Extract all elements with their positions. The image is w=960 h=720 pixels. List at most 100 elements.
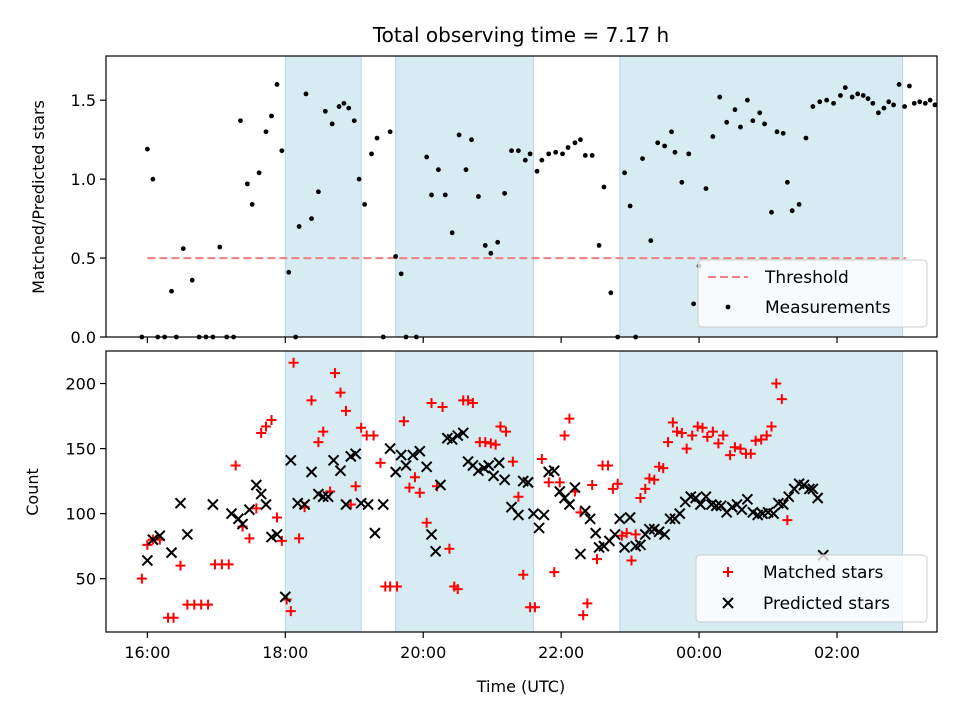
predicted-star-point (783, 490, 795, 503)
matched-star-point (345, 499, 356, 510)
measurement-point (911, 100, 917, 106)
measurement-point (732, 107, 738, 113)
measurement-point (150, 176, 156, 182)
measurement-point (424, 154, 430, 160)
matched-star-point (612, 478, 623, 489)
bottom-xtick-label: 18:00 (262, 643, 308, 662)
bottom-ytick-label: 50 (76, 570, 96, 589)
matched-star-point (335, 387, 346, 398)
measurement-point (648, 238, 654, 244)
matched-star-point (398, 416, 409, 427)
measurement-point (351, 118, 357, 124)
measurement-point (891, 102, 896, 108)
measurement-point (362, 201, 368, 207)
measurement-point (824, 97, 830, 103)
measurement-point (387, 129, 393, 135)
measurement-point (539, 157, 545, 163)
matched-star-point (635, 493, 646, 504)
measurement-point (244, 181, 250, 187)
predicted-star-point (653, 526, 665, 538)
predicted-star-point (700, 490, 712, 503)
measurement-point (509, 148, 514, 154)
measurement-point (710, 134, 716, 139)
measurement-point (286, 269, 292, 275)
measurement-point (596, 243, 602, 248)
predicted-star-point (141, 554, 154, 567)
predicted-star-point (362, 498, 374, 511)
measurement-point (769, 209, 774, 215)
matched-star-point (607, 483, 618, 494)
matched-star-point (549, 567, 560, 578)
predicted-star-point (369, 527, 381, 539)
measurement-point (757, 110, 763, 116)
matched-star-point (718, 430, 729, 441)
matched-star-point (756, 434, 767, 445)
matched-star-point (437, 401, 448, 412)
predicted-star-point (472, 464, 485, 477)
matched-star-point (582, 598, 593, 609)
matched-star-point (667, 417, 678, 428)
matched-star-point (175, 560, 186, 571)
predicted-star-point (298, 498, 311, 511)
bottom-ytick-label: 200 (65, 375, 96, 394)
top-ytick-label: 1.0 (71, 170, 96, 189)
bottom-xtick-label: 00:00 (676, 643, 722, 662)
predicted-star-point (609, 528, 621, 541)
measurement-point (572, 140, 578, 146)
matched-star-point (404, 482, 415, 493)
measurement-point (902, 104, 907, 109)
predicted-star-point (340, 498, 352, 511)
bottom-legend (695, 554, 928, 623)
top-chart-panel: 0.0 0.5 1.0 1.5 Threshold Measurements (71, 55, 938, 347)
matched-star-point (485, 438, 496, 449)
predicted-star-point (434, 479, 447, 491)
predicted-star-point (574, 548, 587, 560)
predicted-star-point (260, 498, 272, 511)
measurement-point (831, 100, 836, 106)
matched-star-point (426, 398, 437, 409)
predicted-star-point (522, 476, 534, 489)
measurement-point (456, 132, 462, 138)
matched-star-point (658, 463, 669, 474)
bottom-ytick-label: 150 (65, 440, 96, 459)
measurement-point (932, 102, 938, 108)
matched-star-point (626, 555, 637, 566)
predicted-star-point (265, 531, 278, 543)
matched-star-point (142, 539, 153, 550)
matched-star-point (707, 426, 718, 437)
legend-matched-label: Matched stars (763, 563, 883, 583)
measurement-point (560, 151, 565, 157)
matched-star-point (782, 515, 793, 526)
measurement-point (838, 93, 843, 98)
measurement-point (679, 179, 685, 185)
top-chart-ylabel: Matched/Predicted stars (29, 100, 48, 294)
predicted-star-point (624, 511, 636, 524)
matched-star-point (702, 431, 713, 442)
predicted-star-point (414, 445, 426, 457)
predicted-star-point (498, 474, 511, 486)
matched-star-point (559, 430, 570, 441)
bottom-axes-frame (105, 350, 938, 633)
predicted-star-point (389, 466, 402, 478)
top-ytick-label: 1.5 (71, 91, 96, 110)
measurement-point (669, 129, 674, 135)
measurement-point (796, 201, 802, 207)
predicted-star-point (589, 527, 602, 539)
predicted-star-point (694, 498, 707, 511)
measurement-point (855, 91, 861, 97)
predicted-star-point (147, 533, 159, 546)
measurement-point (860, 93, 866, 98)
predicted-star-point (154, 530, 166, 542)
matched-star-point (203, 599, 214, 610)
measurement-point (309, 216, 314, 222)
predicted-star-point (452, 429, 464, 442)
measurement-point (238, 118, 243, 124)
predicted-star-point (446, 433, 458, 446)
top-ytick-label: 0.0 (71, 328, 96, 347)
matched-star-point (649, 474, 660, 485)
measurement-point (515, 148, 521, 154)
measurement-point (622, 170, 627, 176)
measurement-point (475, 194, 481, 199)
measurement-point (482, 243, 488, 248)
matched-star-point (409, 472, 420, 483)
